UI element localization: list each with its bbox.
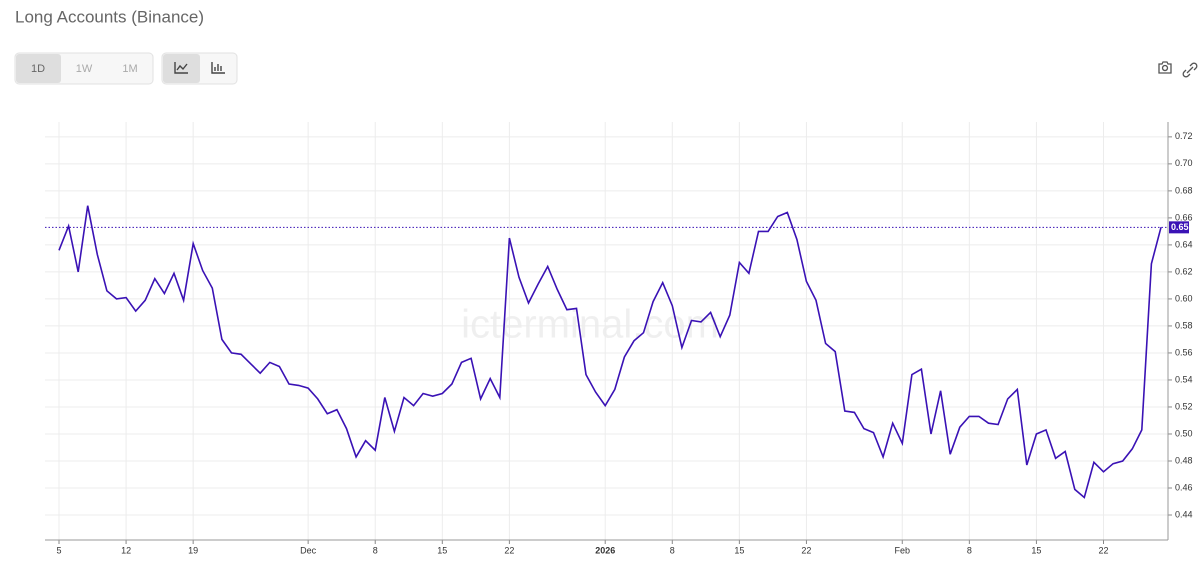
x-tick-label: 22 xyxy=(1098,545,1108,555)
x-tick-label: 2026 xyxy=(595,545,615,555)
x-tick-label: 15 xyxy=(1031,545,1041,555)
line-icon xyxy=(174,62,188,74)
y-tick-label: 0.56 xyxy=(1175,347,1193,357)
range-selected[interactable] xyxy=(16,54,61,83)
x-tick-label: Feb xyxy=(895,545,911,555)
range-button[interactable]: 1D xyxy=(31,63,45,75)
range-button[interactable]: 1W xyxy=(76,63,93,75)
y-tick-label: 0.62 xyxy=(1175,266,1193,276)
y-tick-label: 0.44 xyxy=(1175,509,1193,519)
y-tick-label: 0.46 xyxy=(1175,482,1193,492)
y-tick-label: 0.64 xyxy=(1175,239,1193,249)
x-tick-label: 22 xyxy=(801,545,811,555)
x-tick-label: 19 xyxy=(188,545,198,555)
chart-type-group xyxy=(161,52,238,85)
y-tick-label: 0.58 xyxy=(1175,320,1193,330)
y-tick-label: 0.70 xyxy=(1175,158,1193,168)
line-type-button[interactable] xyxy=(163,54,200,83)
y-tick-label: 0.54 xyxy=(1175,374,1193,384)
range-button[interactable]: 1M xyxy=(122,63,137,75)
x-tick-label: 8 xyxy=(670,545,675,555)
x-tick-label: 12 xyxy=(121,545,131,555)
y-tick-label: 0.50 xyxy=(1175,428,1193,438)
bar-icon[interactable] xyxy=(211,62,225,74)
page-title: Long Accounts (Binance) xyxy=(15,7,204,26)
x-tick-label: 15 xyxy=(437,545,447,555)
camera-icon[interactable] xyxy=(1158,61,1172,74)
y-tick-label: 0.48 xyxy=(1175,455,1193,465)
x-tick-label: 8 xyxy=(967,545,972,555)
link-icon[interactable] xyxy=(1182,62,1198,78)
x-tick-label: 22 xyxy=(504,545,514,555)
last-value-label: 0.65 xyxy=(1171,222,1189,232)
y-tick-label: 0.52 xyxy=(1175,401,1193,411)
y-tick-label: 0.60 xyxy=(1175,293,1193,303)
plot: 5 12 19 Dec 8 15 22 2026 8 15 22 Feb 8 15 22 0.44 0.46 0.… xyxy=(45,122,1193,555)
x-tick-label: 15 xyxy=(734,545,744,555)
y-tick-label: 0.72 xyxy=(1175,131,1193,141)
x-tick-label: Dec xyxy=(300,545,317,555)
x-tick-label: 8 xyxy=(373,545,378,555)
y-tick-label: 0.68 xyxy=(1175,185,1193,195)
data-line xyxy=(58,205,1162,499)
x-tick-label: 5 xyxy=(56,545,61,555)
last-value-box xyxy=(1169,221,1189,234)
range-group: 1D 1W 1M xyxy=(14,52,154,85)
y-tick-label: 0.66 xyxy=(1175,212,1193,222)
